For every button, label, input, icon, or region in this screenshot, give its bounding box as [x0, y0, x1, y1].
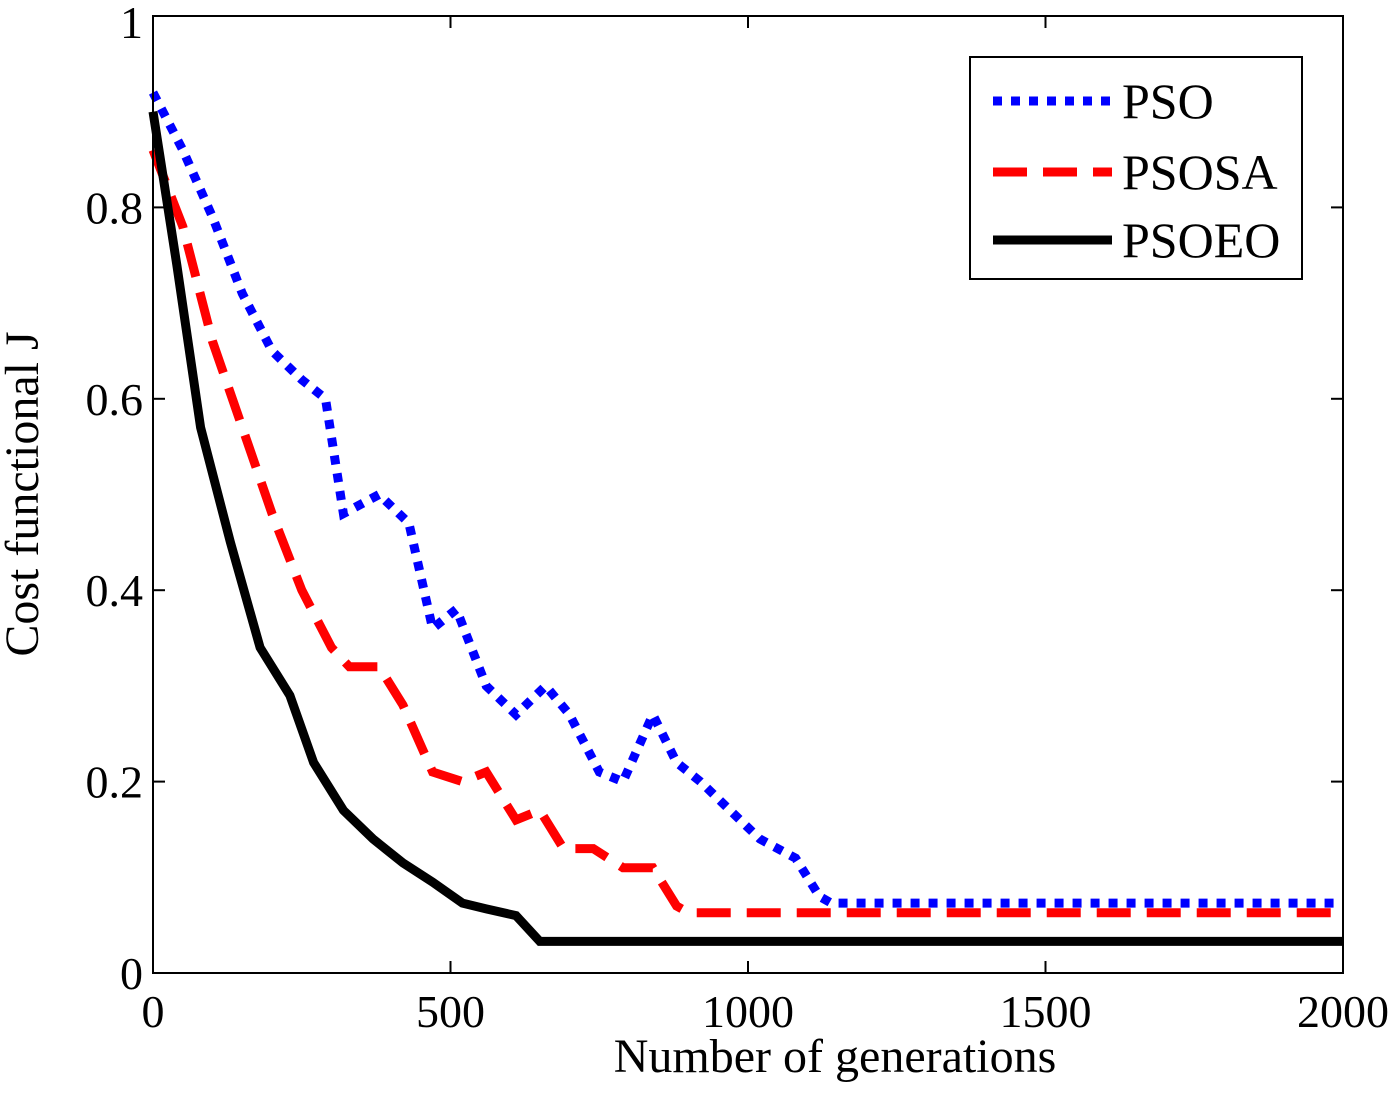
- legend: PSO PSOSA PSOEO: [969, 56, 1303, 280]
- x-tick-label: 0: [142, 986, 165, 1037]
- axes-frame: [152, 15, 1344, 974]
- x-tick-label: 1000: [702, 986, 794, 1037]
- legend-label-pso: PSO: [1122, 73, 1214, 129]
- x-axis-label: Number of generations: [614, 1030, 1057, 1083]
- x-tick-labels: 0 500 1000 1500 2000: [142, 986, 1390, 1037]
- y-tick-label: 0: [120, 948, 143, 999]
- y-tick-label: 0.2: [86, 757, 144, 808]
- series-line-psosa: [148, 148, 1343, 918]
- y-tick-labels: 0 0.2 0.4 0.6 0.8 1: [86, 0, 144, 999]
- legend-label-psosa: PSOSA: [1122, 144, 1278, 200]
- y-tick-label: 0.8: [86, 182, 144, 233]
- y-axis-label: Cost functional J: [0, 331, 49, 656]
- y-tick-label: 1: [120, 0, 143, 48]
- y-tick-label: 0.4: [86, 565, 144, 616]
- legend-items: PSO PSOSA PSOEO: [993, 73, 1280, 268]
- series-line-pso: [149, 90, 1343, 908]
- legend-label-psoeo: PSOEO: [1122, 212, 1280, 268]
- y-tick-label: 0.6: [86, 374, 144, 425]
- series-layer: [148, 90, 1343, 946]
- series-line-psoeo: [148, 111, 1343, 946]
- x-tick-label: 500: [416, 986, 485, 1037]
- x-tick-label: 2000: [1297, 986, 1389, 1037]
- x-tick-label: 1500: [1000, 986, 1092, 1037]
